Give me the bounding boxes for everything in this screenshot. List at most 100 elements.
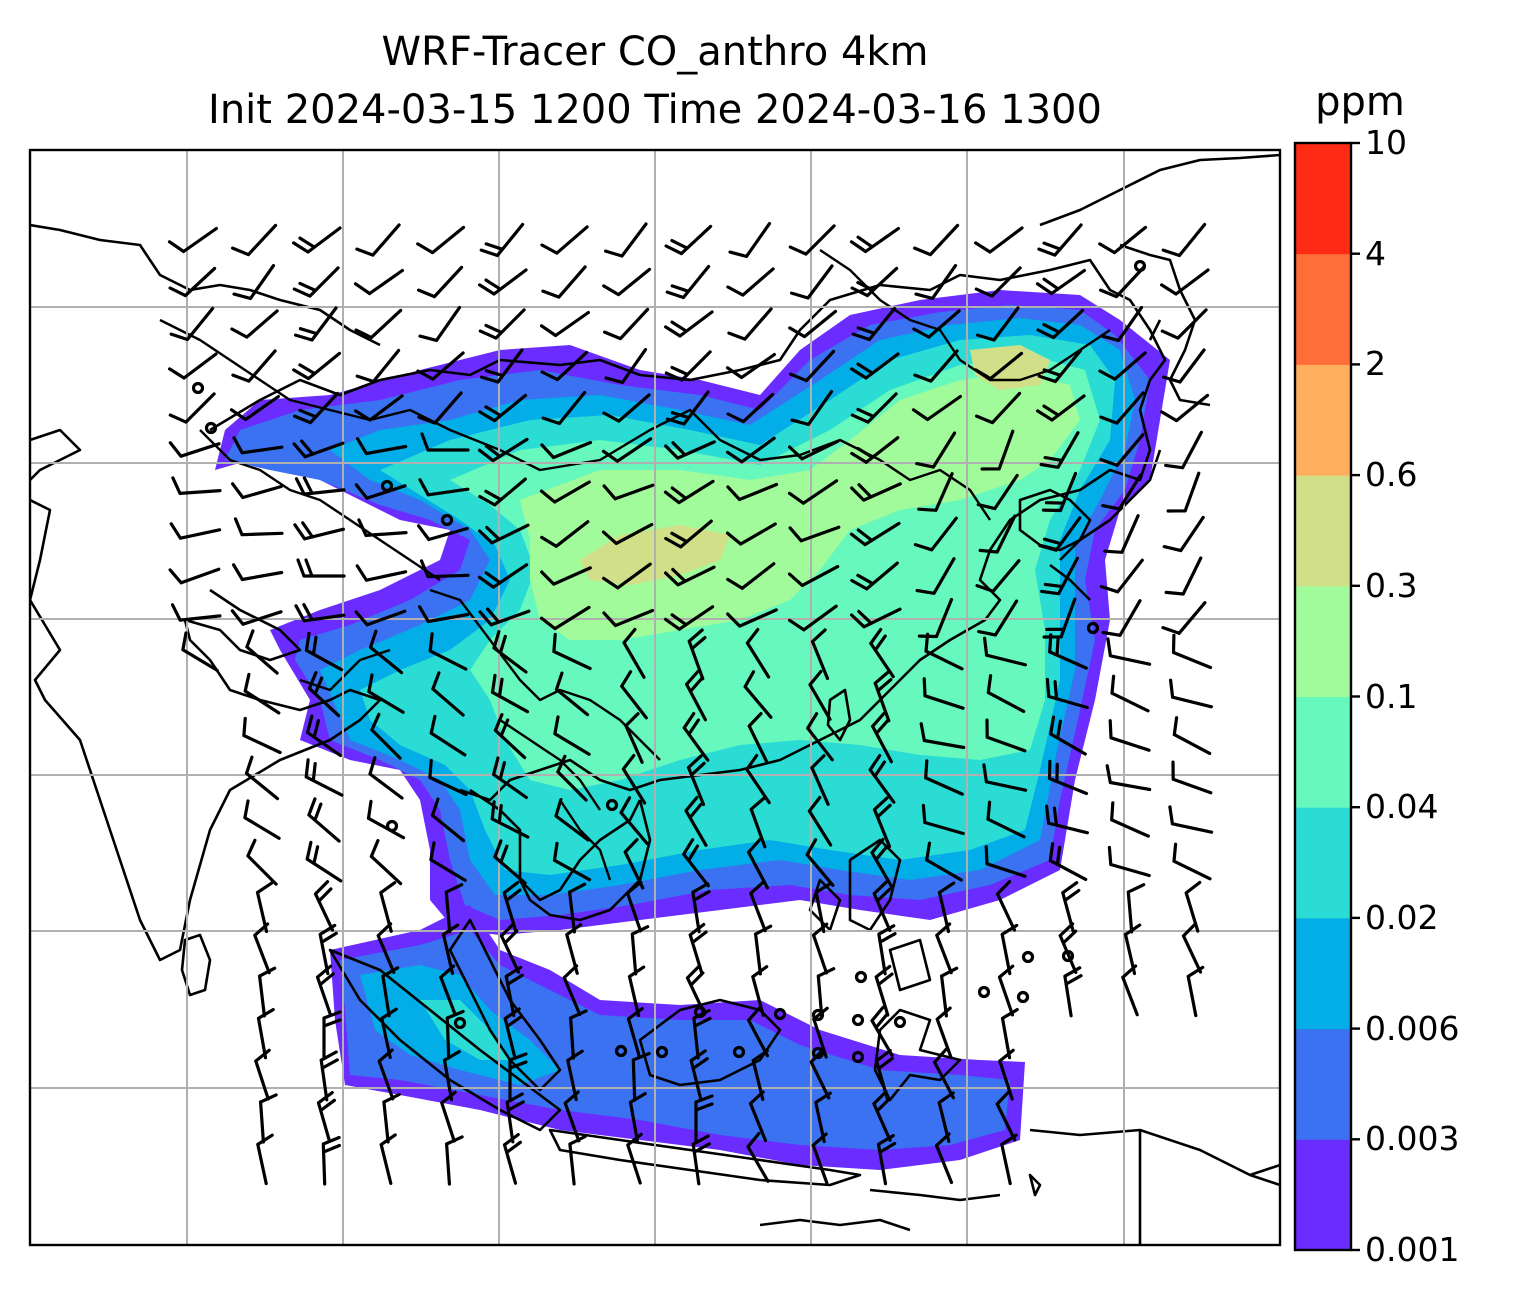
wind-barb bbox=[1172, 842, 1212, 881]
wind-barb bbox=[850, 352, 900, 380]
wind-barb bbox=[540, 350, 589, 382]
wind-barb bbox=[254, 1048, 271, 1101]
calm-wind-marker bbox=[614, 1044, 628, 1058]
calm-wind-marker bbox=[191, 381, 205, 395]
calm-wind-marker bbox=[453, 1016, 467, 1030]
wind-barb bbox=[1162, 515, 1205, 553]
wind-barb bbox=[445, 1009, 465, 1060]
calm-wind-marker bbox=[773, 1007, 787, 1021]
wind-barb bbox=[1040, 556, 1079, 596]
coastline-lesser-sunda bbox=[759, 1173, 1042, 1232]
wind-barb bbox=[747, 712, 769, 764]
wind-barb bbox=[503, 1007, 523, 1059]
wind-barb bbox=[230, 609, 283, 626]
wind-barb bbox=[256, 1008, 275, 1060]
wind-barb bbox=[849, 521, 901, 547]
wind-barb bbox=[789, 349, 836, 383]
wind-barb bbox=[1058, 922, 1078, 974]
wind-barb bbox=[355, 223, 401, 257]
wind-barb bbox=[379, 1133, 397, 1185]
wind-barb bbox=[601, 523, 654, 545]
wind-barb bbox=[663, 605, 715, 631]
wind-barb bbox=[477, 437, 529, 463]
wind-barb bbox=[245, 629, 279, 675]
wind-barb bbox=[1098, 225, 1148, 255]
wind-barb bbox=[419, 559, 470, 579]
wind-barb bbox=[995, 880, 1017, 932]
wind-barb bbox=[1107, 845, 1151, 878]
calm-wind-marker bbox=[811, 1008, 825, 1022]
wind-barb bbox=[935, 1006, 953, 1059]
colorbar-tick-label: 0.003 bbox=[1365, 1119, 1460, 1159]
wind-barb bbox=[181, 631, 219, 672]
wind-barb bbox=[602, 608, 655, 628]
colorbar-swatch bbox=[1295, 253, 1351, 365]
wind-barb bbox=[316, 1091, 336, 1143]
wind-barb bbox=[788, 309, 838, 339]
calm-wind-marker bbox=[204, 421, 218, 435]
wind-barb bbox=[431, 671, 465, 717]
wind-barb bbox=[1099, 558, 1144, 594]
wind-barb bbox=[934, 1132, 954, 1185]
colorbar-swatch bbox=[1295, 696, 1351, 808]
wind-barb bbox=[293, 521, 345, 541]
wind-barb bbox=[418, 478, 470, 497]
wind-barb bbox=[368, 756, 404, 800]
wind-barb bbox=[541, 390, 587, 426]
wind-barb bbox=[167, 226, 218, 254]
wind-barb bbox=[664, 565, 716, 587]
wind-barb bbox=[442, 1050, 461, 1102]
wind-barb bbox=[986, 800, 1026, 839]
wind-barb bbox=[1186, 965, 1205, 1018]
wind-barb bbox=[313, 880, 335, 932]
wind-barb bbox=[1105, 764, 1152, 792]
wind-barb bbox=[357, 518, 408, 537]
wind-barb bbox=[726, 436, 776, 464]
wind-barb bbox=[417, 265, 464, 299]
coastline-taiwan bbox=[826, 688, 852, 742]
wind-barb bbox=[974, 226, 1024, 254]
wind-barb bbox=[745, 753, 771, 805]
wind-barb bbox=[911, 394, 962, 422]
wind-barb bbox=[622, 627, 646, 679]
wind-barb bbox=[439, 964, 457, 1017]
wind-barb bbox=[601, 437, 653, 463]
wind-barb bbox=[602, 562, 652, 590]
calm-wind-marker bbox=[732, 1045, 746, 1059]
wind-barb bbox=[416, 225, 466, 255]
wind-barb bbox=[243, 799, 281, 840]
wind-barb bbox=[505, 1092, 525, 1144]
wind-barb bbox=[229, 394, 280, 422]
wind-barb bbox=[539, 310, 590, 338]
wind-barb bbox=[1048, 633, 1088, 670]
wind-barb bbox=[850, 607, 902, 629]
wind-barb bbox=[691, 882, 711, 934]
wind-barb bbox=[418, 306, 462, 342]
wind-barb bbox=[686, 754, 706, 807]
wind-barb bbox=[1160, 268, 1210, 296]
wind-barb bbox=[382, 1092, 401, 1144]
wind-barb bbox=[974, 351, 1024, 381]
wind-barb bbox=[626, 1007, 644, 1059]
coastline-new-guinea bbox=[1029, 1128, 1280, 1245]
wind-barb bbox=[556, 754, 588, 802]
wind-barb bbox=[726, 608, 778, 628]
coastline-sumatra bbox=[328, 948, 562, 1132]
wind-barb bbox=[1035, 268, 1086, 296]
wind-barb bbox=[541, 265, 587, 299]
wind-barb bbox=[370, 712, 402, 760]
wind-barb bbox=[850, 561, 899, 591]
wind-barb bbox=[540, 225, 589, 255]
wind-barb bbox=[872, 796, 892, 849]
wind-barb bbox=[242, 716, 282, 755]
wind-barb bbox=[170, 603, 222, 622]
wind-barb bbox=[540, 566, 592, 586]
wind-barb bbox=[231, 223, 278, 257]
calm-wind-marker bbox=[1133, 259, 1147, 273]
coastline-sakhalin bbox=[1039, 153, 1280, 227]
wind-barb bbox=[1103, 514, 1140, 554]
wind-barb bbox=[492, 630, 528, 674]
wind-barb bbox=[914, 264, 958, 300]
wind-barb bbox=[810, 628, 830, 681]
